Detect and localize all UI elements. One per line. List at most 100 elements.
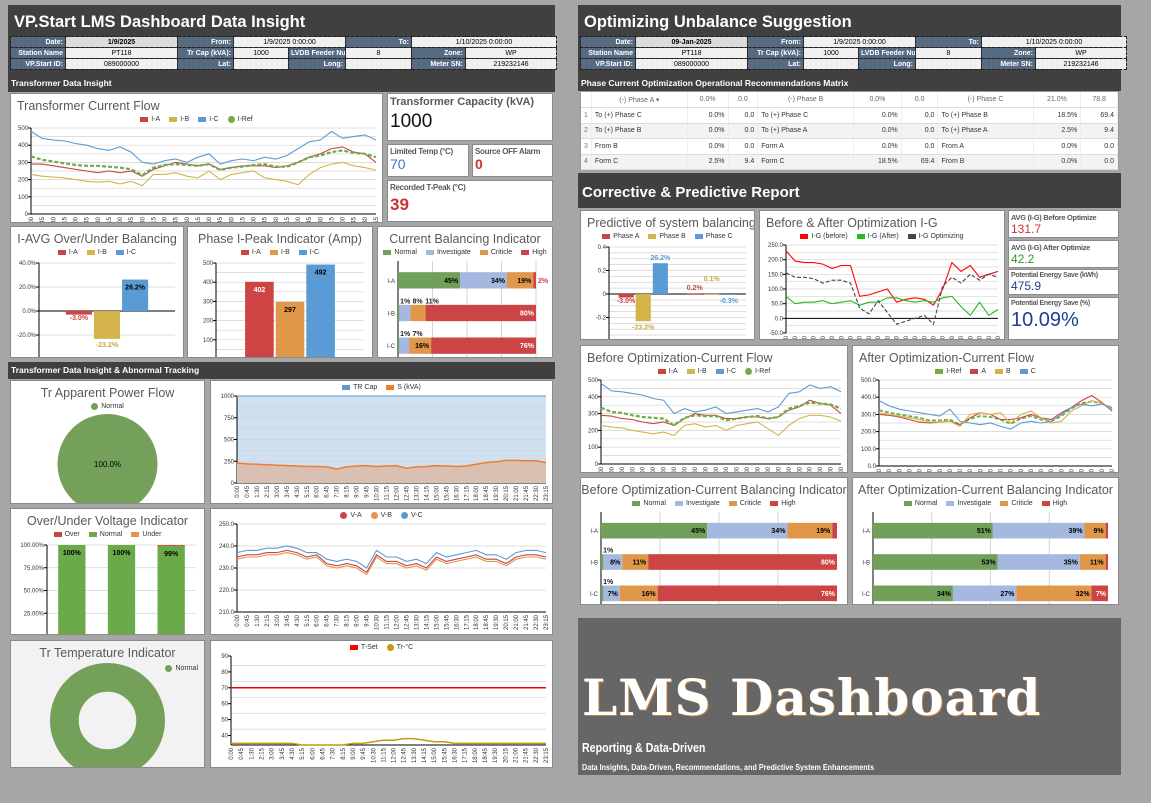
legend-swatch: [632, 501, 641, 506]
x-tick-label: 3:00: [275, 614, 281, 626]
legend-swatch: [91, 403, 99, 410]
data-label: -23.2%: [96, 342, 119, 349]
legend-swatch: [674, 501, 683, 506]
legend-item-criticle: Criticle: [728, 500, 761, 507]
bar-high-i-a: [533, 272, 536, 289]
x-tick-label: 12:45: [402, 747, 408, 763]
legend-swatch: [694, 234, 703, 239]
matrix-cell: To (+) Phase B: [937, 107, 1034, 124]
chart-legend: Normal: [161, 662, 202, 673]
x-tick-label: 22:30: [363, 216, 369, 223]
y-tick-label: 0.4: [598, 245, 607, 251]
apparent-power-area-panel: TR Cap S (kVA) 0 250 500 750 1000 0:00 0:45 1:30…: [210, 380, 553, 504]
y-tick-label: 100.0: [861, 447, 877, 453]
legend-item-criticle: Criticle: [1000, 500, 1033, 507]
legend-item-i-a: I-A: [657, 368, 678, 375]
ig-optimization-chart: -50.0 0.0 50.0 100.0 150.0 200.0 250.0 0:00 1:00…: [760, 241, 1004, 339]
x-tick-label: 9:45: [361, 747, 367, 759]
matrix-row: 2 To (+) Phase B 0.0% 0.0 To (+) Phase A 0.0%…: [581, 123, 1118, 139]
data-label: 1%: [603, 548, 614, 555]
bar-normal-i-c: [873, 585, 953, 602]
legend-label: S (kVA): [397, 384, 421, 391]
data-label: 26.2%: [650, 255, 671, 262]
y-tick-label: -50.0: [769, 331, 783, 337]
legend-label: Criticle: [490, 249, 513, 256]
data-label: 19%: [517, 278, 532, 285]
bar-normal-i-a: [873, 522, 993, 539]
legend-swatch: [521, 250, 530, 255]
data-label: 100.0%: [94, 460, 121, 469]
y-tick-label: 500: [203, 261, 214, 267]
info-value: 219232146: [1034, 58, 1128, 70]
info-label: Tr Cap (kVA):: [177, 47, 234, 59]
y-tick-label: 200.0: [861, 430, 877, 436]
info-label: Date:: [580, 36, 636, 48]
x-tick-label: 20:00: [1080, 468, 1086, 473]
data-label: 100%: [63, 550, 82, 557]
info-value: [803, 58, 859, 70]
x-tick-label: 11:00: [714, 466, 720, 473]
matrix-cell: 0.0%: [687, 92, 729, 108]
x-tick-label: 11:15: [385, 485, 391, 500]
bar-i-a: [245, 281, 274, 357]
y-tick-label: 200.0: [768, 258, 784, 264]
legend-swatch: [227, 116, 235, 123]
info-value: [915, 58, 982, 70]
legend-item-normal: Normal: [91, 403, 124, 410]
current-balancing-panel: Current Balancing Indicator Normal Invest…: [377, 226, 553, 358]
matrix-cell: 78.8: [1080, 92, 1118, 108]
x-tick-label: 21:00: [341, 216, 347, 223]
info-row: VP.Start ID: 089000000 Lat: Long: Meter SN: 2…: [10, 58, 558, 70]
x-tick-label: 21:45: [524, 747, 530, 763]
apparent-power-area-chart: 0 250 500 750 1000 0:00 0:45 1:30 2:15 3:00 3:45 4:…: [211, 392, 552, 503]
x-tick-label: 13:30: [414, 485, 420, 501]
x-tick-label: 3:45: [280, 747, 286, 759]
x-tick-label: 23:15: [374, 216, 380, 223]
data-label: 297: [284, 307, 296, 314]
phase-a-filter[interactable]: (-) Phase A ▾: [591, 92, 688, 108]
y-tick-label: 40: [221, 733, 228, 739]
x-tick-label: 14:00: [913, 335, 919, 340]
legend-item-i-b: I-B: [269, 249, 290, 256]
chart-title: After Optimization-Current Balancing Ind…: [858, 483, 1113, 497]
chart-legend: I-A I-B I-C: [11, 246, 183, 257]
x-tick-label: 15:00: [434, 614, 440, 630]
legend-item-over: Over: [53, 531, 80, 538]
chart-legend: Normal: [11, 400, 204, 411]
bar-normal-i-b: [873, 554, 998, 570]
x-tick-label: 10:30: [371, 747, 377, 763]
bar-criticle-i-c: [1016, 585, 1092, 602]
x-tick-label: 15:00: [1029, 468, 1035, 473]
series-line-i-c: [600, 382, 842, 415]
x-tick-label: 7:00: [948, 468, 954, 473]
x-tick-label: 14:15: [424, 614, 430, 630]
legend-label: Investigate: [436, 249, 471, 256]
data-label: 27%: [1000, 591, 1015, 598]
bar-normal-i-c: [398, 337, 400, 354]
x-tick-label: 0:00: [784, 335, 790, 340]
legend-swatch: [88, 532, 97, 537]
phase-peak-chart: 0 100 200 300 400 500 402 297 492: [188, 257, 372, 357]
x-tick-label: 1:00: [609, 466, 615, 473]
capacity-label: Transformer Capacity (kVA): [390, 96, 535, 108]
matrix-cell: 3: [581, 138, 592, 155]
x-tick-label: 1:30: [249, 747, 255, 759]
data-label: 492: [315, 270, 327, 277]
legend-item-i-b: I-B: [86, 249, 107, 256]
series-line-i-a: [600, 399, 842, 427]
x-tick-label: 18:45: [307, 216, 313, 223]
data-label: 9%: [1094, 528, 1105, 535]
legend-label: I-C: [126, 249, 137, 256]
bar-high-i-c: [431, 337, 536, 354]
bar-i-c-3-0: [122, 279, 149, 311]
y-tick-label: -0.2: [596, 316, 607, 322]
series-line-b: [878, 400, 1113, 428]
bar-investigate-i-b: [399, 304, 411, 322]
legend-swatch: [907, 234, 916, 239]
data-label: 53%: [982, 560, 997, 567]
y-tick-label: 300: [588, 412, 599, 418]
legend-label: I-Ref: [237, 116, 253, 123]
chart-plot: 0%25%50%75%100%I-A45%34%19%2%I-B80%1%8%1…: [387, 261, 549, 357]
x-tick-label: 20:15: [503, 747, 509, 763]
legend-swatch: [995, 369, 1004, 374]
